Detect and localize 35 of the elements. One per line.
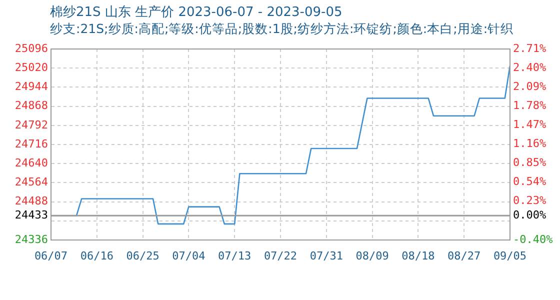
chart-subtitle: 纱支:21S;纱质:高配;等级:优等品;股数:1股;纺纱方法:环锭纺;颜色:本白;用途:针织 <box>50 21 514 38</box>
y2-tick-label: 0.23% <box>513 194 546 208</box>
x-tick-label: 08/27 <box>448 249 481 262</box>
chart-title: 棉纱21S 山东 生产价 2023-06-07 - 2023-09-05 <box>50 4 342 21</box>
x-tick-label: 06/16 <box>80 249 114 262</box>
x-tick-label: 06/07 <box>34 249 68 262</box>
x-tick-label: 07/31 <box>310 249 343 262</box>
y-tick-label: 24640 <box>14 156 48 170</box>
y2-tick-label: 1.47% <box>513 118 546 132</box>
x-tick-label: 07/13 <box>218 249 252 262</box>
x-tick-label: 07/04 <box>172 249 206 262</box>
y2-tick-label: 0.85% <box>513 156 546 170</box>
y2-tick-label: 1.78% <box>513 98 546 112</box>
y2-tick-label: -0.40% <box>513 232 554 246</box>
x-tick-label: 08/18 <box>402 249 435 262</box>
y-tick-label: 24336 <box>14 232 48 246</box>
y-tick-label: 24564 <box>14 176 48 189</box>
y2-tick-label: 0.00% <box>513 208 546 222</box>
y2-tick-label: 2.09% <box>513 80 546 93</box>
y-tick-label: 24792 <box>14 118 48 132</box>
x-tick-label: 08/09 <box>356 249 389 262</box>
x-tick-label: 07/22 <box>264 249 298 262</box>
y-tick-label: 25096 <box>14 42 48 55</box>
y2-tick-label: 2.40% <box>513 60 546 74</box>
y-tick-label: 24433 <box>14 208 48 222</box>
y2-tick-label: 0.54% <box>513 175 546 188</box>
y-tick-label: 24488 <box>14 194 48 208</box>
y2-tick-label: 2.71% <box>513 42 546 55</box>
y-tick-label: 24716 <box>14 137 48 150</box>
y-tick-label: 25020 <box>14 60 48 74</box>
y-tick-label: 24868 <box>14 99 48 112</box>
x-tick-label: 09/05 <box>493 249 527 262</box>
x-tick-label: 06/25 <box>126 249 160 262</box>
y-tick-label: 24944 <box>14 80 48 94</box>
y2-tick-label: 1.16% <box>513 137 546 150</box>
